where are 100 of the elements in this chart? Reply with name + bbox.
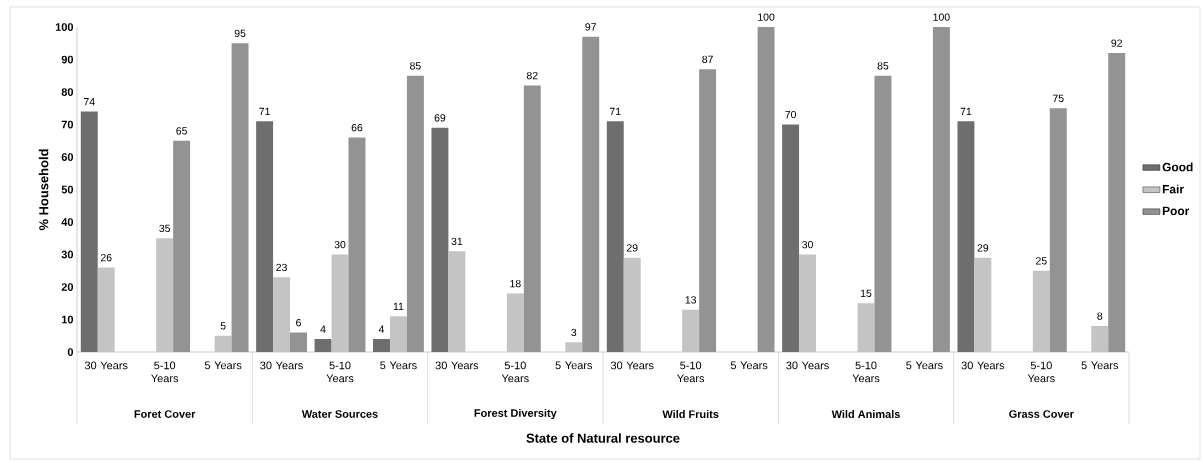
bar xyxy=(431,127,449,352)
data-label: 5 xyxy=(220,322,226,330)
y-tick-label: 90 xyxy=(61,55,74,64)
bar xyxy=(623,257,641,352)
bar xyxy=(256,121,274,352)
bar xyxy=(314,339,332,352)
data-label: 66 xyxy=(351,123,363,132)
x-tick-label: 5-10 Years xyxy=(151,361,179,383)
bar xyxy=(214,335,232,352)
bar xyxy=(932,27,950,352)
bar xyxy=(606,121,624,352)
x-tick-label: 5 Years xyxy=(555,361,593,370)
data-label: 71 xyxy=(609,107,621,116)
x-tick-label: 5-10 Years xyxy=(1027,361,1055,383)
bar xyxy=(1108,53,1126,352)
bar xyxy=(373,339,390,352)
data-label: 26 xyxy=(100,253,112,262)
data-label: 71 xyxy=(259,107,270,116)
bar xyxy=(974,257,992,352)
bar xyxy=(682,309,700,352)
x-tick-label: 5-10 Years xyxy=(852,361,880,383)
x-tick-label: 30 Years xyxy=(786,361,829,370)
data-label: 97 xyxy=(585,23,596,31)
bar xyxy=(448,251,466,352)
bar xyxy=(857,303,875,352)
data-label: 70 xyxy=(785,110,797,119)
data-label: 6 xyxy=(296,318,301,327)
y-tick-label: 70 xyxy=(61,120,74,129)
bar xyxy=(389,316,407,352)
x-tick-label: 5 Years xyxy=(1081,361,1119,370)
text: Wild Animals xyxy=(831,409,900,419)
data-label: 65 xyxy=(176,127,187,135)
x-tick-label: 5-10 Years xyxy=(326,361,354,383)
bar xyxy=(957,121,975,352)
bar xyxy=(348,137,366,352)
x-tick-label: 30 Years xyxy=(961,361,1005,370)
bar xyxy=(406,75,424,352)
y-tick-label: 60 xyxy=(61,153,74,161)
x-tick-label: 30 Years xyxy=(84,361,128,370)
bar xyxy=(273,277,291,352)
y-tick-label: 40 xyxy=(61,218,74,226)
data-label: 8 xyxy=(1097,312,1103,320)
bar xyxy=(506,293,524,352)
bar xyxy=(173,140,191,352)
bar xyxy=(231,43,249,352)
x-tick-label: 5 Years xyxy=(380,361,417,370)
bar xyxy=(1032,270,1050,352)
bar xyxy=(523,85,541,352)
y-tick-label: 20 xyxy=(61,283,74,291)
y-tick-label: 30 xyxy=(61,250,74,259)
data-label: 25 xyxy=(1036,257,1047,265)
x-tick-label: 5-10 Years xyxy=(677,361,705,383)
data-label: 3 xyxy=(571,328,577,337)
text: Grass Cover xyxy=(1009,410,1074,418)
data-label: 69 xyxy=(434,114,446,122)
data-label: 92 xyxy=(1111,39,1122,47)
x-tick-label: 30 Years xyxy=(435,361,479,370)
y-tick-label: 10 xyxy=(61,315,74,324)
bar xyxy=(874,75,892,352)
bar xyxy=(1049,108,1067,352)
bar xyxy=(331,254,349,352)
data-label: 85 xyxy=(877,62,889,70)
data-label: 100 xyxy=(758,13,775,21)
text: Wild Fruits xyxy=(662,409,719,419)
bar xyxy=(1091,326,1109,352)
data-label: 15 xyxy=(860,289,872,298)
bar xyxy=(80,111,98,352)
data-label: 82 xyxy=(526,71,538,80)
y-tick-label: 0 xyxy=(67,348,74,356)
data-label: 4 xyxy=(378,325,385,333)
legend-label: Fair xyxy=(1162,184,1184,194)
bar xyxy=(699,69,717,352)
data-label: 35 xyxy=(159,224,171,233)
bar xyxy=(565,342,583,352)
y-tick-label: 100 xyxy=(55,23,74,31)
data-label: 100 xyxy=(933,13,950,21)
x-tick-label: 30 Years xyxy=(260,361,303,370)
data-label: 74 xyxy=(83,98,95,106)
data-label: 11 xyxy=(393,302,404,311)
data-label: 71 xyxy=(960,107,972,116)
data-label: 95 xyxy=(234,29,246,38)
bar xyxy=(156,238,174,352)
x-axis-title: State of Natural resource xyxy=(526,433,680,443)
data-label: 13 xyxy=(685,296,697,304)
data-label: 87 xyxy=(702,55,713,64)
data-label: 23 xyxy=(276,263,287,272)
x-tick-label: 30 Years xyxy=(610,361,654,370)
legend-label: Good xyxy=(1162,162,1193,172)
data-label: 31 xyxy=(451,237,463,246)
bar xyxy=(799,254,817,352)
bar xyxy=(782,124,800,352)
bar xyxy=(582,36,600,352)
text: Foret Cover xyxy=(134,410,196,418)
x-tick-label: 5 Years xyxy=(204,361,242,370)
text: Forest Diversity xyxy=(474,408,557,420)
data-label: 18 xyxy=(510,279,521,288)
data-label: 29 xyxy=(977,244,989,252)
bar xyxy=(290,332,307,352)
data-label: 85 xyxy=(410,62,421,70)
y-tick-label: 50 xyxy=(61,185,74,194)
